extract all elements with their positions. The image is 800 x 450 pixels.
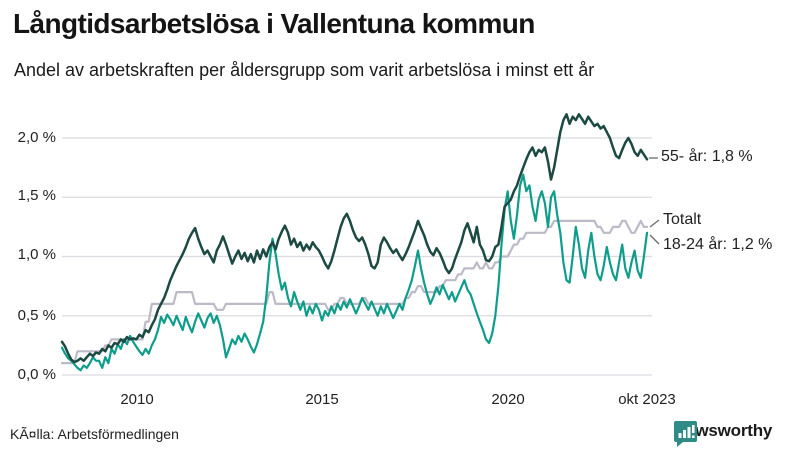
x-tick-2015: 2015 bbox=[305, 391, 339, 408]
series-label-18-24: 18-24 år: 1,2 % bbox=[663, 236, 773, 253]
y-tick-0-5: 0,5 % bbox=[17, 307, 56, 324]
y-tick-1-5: 1,5 % bbox=[17, 187, 56, 204]
newsworthy-branding: Newsworthy bbox=[674, 421, 773, 447]
x-tick-2010: 2010 bbox=[120, 391, 154, 408]
y-tick-1-0: 1,0 % bbox=[17, 246, 56, 263]
source-note: KÃ¤lla: Arbetsförmedlingen bbox=[10, 426, 179, 442]
series-line-18-24-r bbox=[60, 173, 649, 372]
newsworthy-logo-icon bbox=[674, 421, 697, 447]
label-leader-line bbox=[649, 219, 660, 228]
page-title: Långtidsarbetslösa i Vallentuna kommun bbox=[13, 8, 535, 39]
x-tick-okt-2023: okt 2023 bbox=[618, 391, 676, 408]
label-leader-line bbox=[649, 234, 660, 245]
newsworthy-wordmark: Newsworthy bbox=[674, 421, 773, 440]
y-tick-2-0: 2,0 % bbox=[17, 129, 56, 146]
series-line-55-r bbox=[60, 113, 649, 364]
y-tick-0-0: 0,0 % bbox=[17, 366, 56, 383]
page-subtitle: Andel av arbetskraften per åldersgrupp s… bbox=[14, 60, 595, 80]
x-tick-2020: 2020 bbox=[491, 391, 525, 408]
series-label-totalt: Totalt bbox=[663, 211, 702, 228]
series-label-55-ar: 55- år: 1,8 % bbox=[661, 148, 753, 165]
series-line-Totalt bbox=[60, 219, 649, 365]
